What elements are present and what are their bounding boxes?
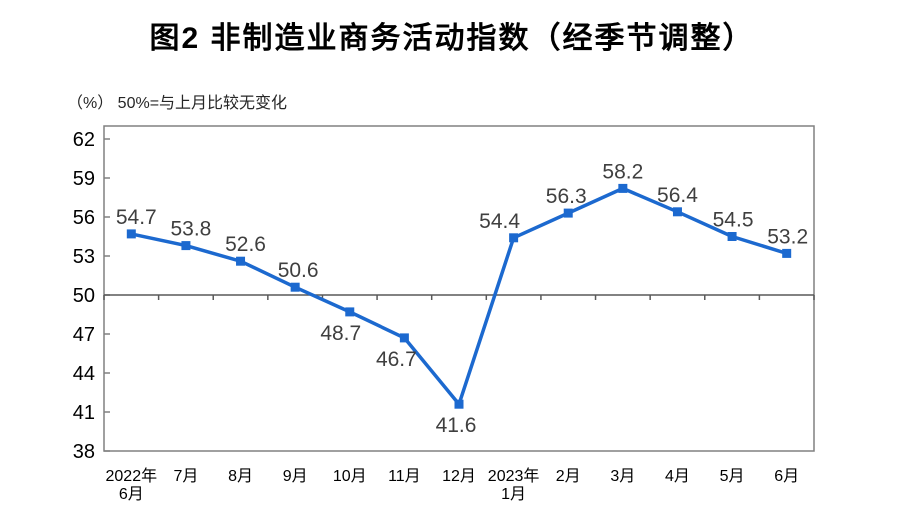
- data-point-label: 54.7: [116, 206, 157, 229]
- data-point-marker: [782, 248, 792, 258]
- y-axis-tick-label: 53: [73, 246, 95, 268]
- x-axis-category-label: 9月: [283, 468, 308, 485]
- data-point-label: 53.2: [767, 225, 808, 248]
- x-axis-category-label: 2023年: [488, 467, 540, 485]
- x-axis-category-label: 12月: [442, 468, 476, 485]
- data-point-label: 56.4: [657, 184, 698, 207]
- y-axis-tick-label: 56: [73, 207, 95, 229]
- x-axis-category-label: 2月: [556, 468, 581, 485]
- x-axis-category-label: 6月: [774, 468, 799, 485]
- data-point-label: 50.6: [278, 259, 319, 282]
- y-axis-tick-label: 47: [73, 324, 95, 346]
- data-point-marker: [454, 399, 464, 409]
- data-point-label: 46.7: [376, 348, 417, 371]
- plot-frame: [103, 125, 815, 452]
- x-axis-category-label: 1月: [501, 486, 526, 503]
- y-axis-tick-label: 50: [73, 285, 95, 307]
- data-point-marker: [399, 333, 409, 343]
- y-axis-tick-label: 59: [73, 168, 95, 190]
- x-axis-category-label: 4月: [665, 468, 690, 485]
- data-point-marker: [563, 208, 573, 218]
- data-point-marker: [236, 256, 246, 266]
- chart-title: 图2 非制造业商务活动指数（经季节调整）: [149, 22, 755, 55]
- x-axis-category-label: 3月: [610, 468, 635, 485]
- data-point-marker: [345, 307, 355, 317]
- data-point-marker: [181, 241, 191, 251]
- axis-unit-note: （%） 50%=与上月比较无变化: [67, 95, 288, 112]
- y-axis-tick-label: 62: [73, 129, 95, 151]
- series-line: [129, 186, 789, 406]
- x-axis-category-label: 11月: [388, 468, 421, 485]
- data-point-label: 48.7: [320, 322, 361, 345]
- data-point-label: 58.2: [602, 160, 643, 183]
- y-axis-tick-label: 41: [73, 402, 95, 424]
- data-point-marker: [618, 183, 628, 193]
- y-axis-tick-label: 38: [73, 441, 95, 463]
- x-axis-category-label: 5月: [720, 468, 745, 485]
- data-point-label: 54.4: [479, 210, 520, 233]
- data-point-label: 56.3: [546, 185, 587, 208]
- data-point-marker: [509, 233, 519, 243]
- data-point-marker: [290, 282, 300, 292]
- x-axis-category-label: 8月: [228, 468, 253, 485]
- x-axis-category-label: 2022年: [106, 467, 158, 485]
- data-point-label: 53.8: [170, 218, 211, 241]
- data-point-label: 41.6: [436, 414, 477, 437]
- data-point-label: 52.6: [225, 233, 266, 256]
- data-point-marker: [672, 207, 682, 217]
- data-point-marker: [126, 229, 136, 239]
- y-axis-tick-label: 44: [73, 363, 95, 385]
- x-axis-category-label: 6月: [119, 486, 144, 503]
- x-axis-category-label: 7月: [173, 468, 198, 485]
- x-axis-category-label: 10月: [333, 468, 367, 485]
- data-point-marker: [727, 232, 737, 241]
- data-point-label: 54.5: [713, 209, 754, 232]
